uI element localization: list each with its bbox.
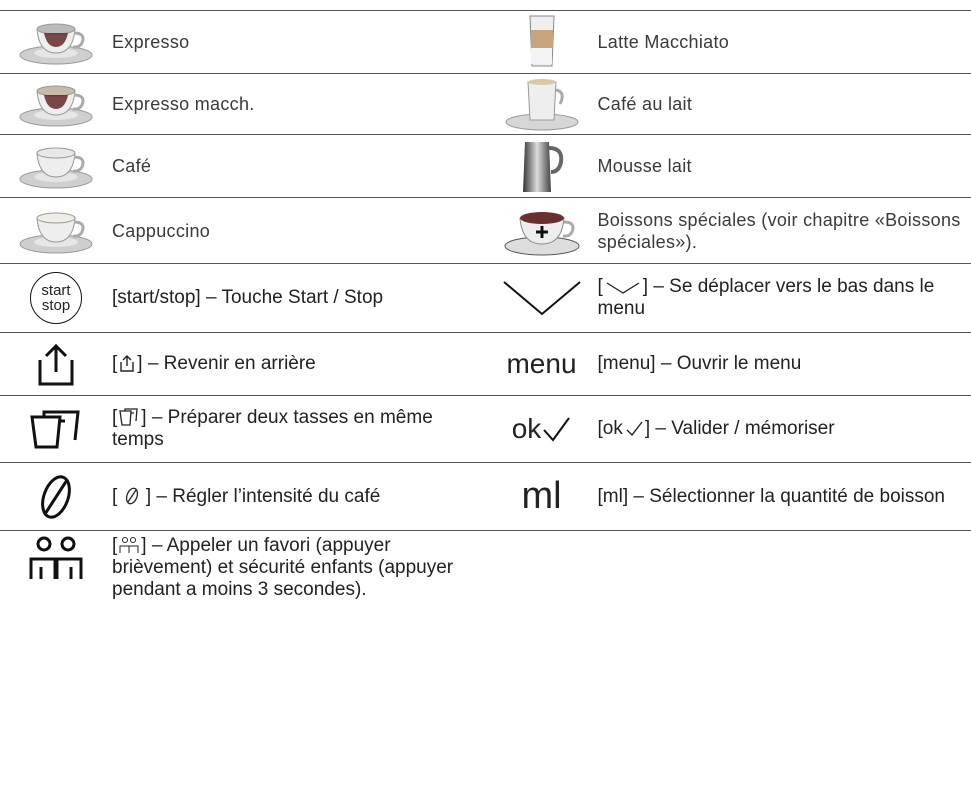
description: [menu] – Ouvrir le menu <box>598 353 808 375</box>
description: Expresso <box>112 31 195 53</box>
icon: menu <box>486 348 598 380</box>
description: [] – Se déplacer vers le bas dans le men… <box>598 276 971 320</box>
table-row: [] – Appeler un favori (appuyer brièveme… <box>0 530 971 793</box>
table-row: Expresso macch. Café au lait <box>0 73 971 134</box>
icon: ok <box>486 413 598 445</box>
description: [ ] – Régler l’intensité du café <box>112 486 386 508</box>
icon <box>0 79 112 129</box>
description-text: [start/stop] – Touche Start / Stop <box>112 287 384 308</box>
description-text: [ok <box>597 418 623 439</box>
description-text: ] – Se déplacer vers le bas dans le menu <box>597 276 935 319</box>
description-text: Café au lait <box>597 94 693 114</box>
table-row: Expresso Latte Macchiato <box>0 10 971 73</box>
description-text: Café <box>112 156 152 176</box>
icon <box>0 206 112 256</box>
cell: Expresso macch. <box>0 74 486 134</box>
icon: start stop <box>0 272 112 324</box>
icon <box>0 17 112 67</box>
description: [ ] – Revenir en arrière <box>112 353 322 375</box>
description-text: ] – Appeler un favori (appuyer brièvemen… <box>112 535 454 600</box>
icon: ml <box>486 475 598 518</box>
description-text: ] – Revenir en arrière <box>137 353 316 374</box>
icon <box>486 138 598 194</box>
table-row: Café Mousse lait <box>0 134 971 197</box>
description-text: ] – Valider / mémoriser <box>644 418 835 439</box>
icon-label: ml <box>521 475 562 517</box>
legend-table: Expresso Latte Macchiato Expresso macch. Ca… <box>0 10 971 793</box>
cell: [] – Préparer deux tasses en même temps <box>0 396 486 462</box>
description: Mousse lait <box>598 155 698 177</box>
cell: Cappuccino <box>0 198 486 263</box>
description-text: [ml] – Sélectionner la quantité de boiss… <box>597 485 946 507</box>
table-row: [ ] – Revenir en arrière menu [menu] – Ouvr… <box>0 332 971 395</box>
table-row: [] – Préparer deux tasses en même temps o… <box>0 395 971 462</box>
icon <box>486 14 598 70</box>
description-text: Expresso <box>112 32 190 52</box>
description-text: Mousse lait <box>597 156 692 176</box>
icon <box>486 278 598 318</box>
cell: Expresso <box>0 11 486 73</box>
cell: menu [menu] – Ouvrir le menu <box>486 333 971 395</box>
description: Boissons spéciales (voir chapitre «Boiss… <box>598 209 971 253</box>
table-row: [ ] – Régler l’intensité du café ml [ml] –… <box>0 462 971 530</box>
description: Cappuccino <box>112 220 216 242</box>
cell: [ ] – Régler l’intensité du café <box>0 463 486 530</box>
description-text: [ <box>112 353 118 374</box>
description-text: [ <box>597 276 603 297</box>
description-text: Latte Macchiato <box>597 32 730 52</box>
description: Latte Macchiato <box>598 31 736 53</box>
cell <box>486 531 971 793</box>
icon <box>0 342 112 386</box>
cell: Café <box>0 135 486 197</box>
description: Café <box>112 155 157 177</box>
icon <box>486 76 598 132</box>
description: [] – Préparer deux tasses en même temps <box>112 407 486 451</box>
description: [ml] – Sélectionner la quantité de boiss… <box>598 486 952 508</box>
description: [] – Appeler un favori (appuyer brièveme… <box>112 535 486 601</box>
icon <box>0 474 112 520</box>
cell: [ ] – Revenir en arrière <box>0 333 486 395</box>
table-row: start stop [start/stop] – Touche Start / S… <box>0 263 971 332</box>
cell: ok [ok ] – Valider / mémoriser <box>486 396 971 462</box>
description-text: Expresso macch. <box>112 94 255 114</box>
icon <box>0 409 112 449</box>
description-text: ] – Régler l’intensité du café <box>140 485 381 507</box>
cell: Café au lait <box>486 74 971 134</box>
cell: start stop [start/stop] – Touche Start / S… <box>0 264 486 332</box>
cell: Mousse lait <box>486 135 971 197</box>
description-text: [ <box>112 535 118 556</box>
icon <box>0 141 112 191</box>
cell: [] – Appeler un favori (appuyer brièveme… <box>0 531 486 793</box>
description-text: [ <box>112 485 123 507</box>
description: [start/stop] – Touche Start / Stop <box>112 287 389 309</box>
cell: Latte Macchiato <box>486 11 971 73</box>
description-text: [ <box>112 407 118 428</box>
icon <box>0 535 112 581</box>
icon-label: ok <box>511 413 542 444</box>
description-text: Boissons spéciales (voir chapitre «Boiss… <box>597 209 961 252</box>
icon-label: menu <box>506 348 577 379</box>
description-text: ] – Préparer deux tasses en même temps <box>112 407 433 450</box>
description: [ok ] – Valider / mémoriser <box>598 418 841 440</box>
icon <box>486 204 598 258</box>
icon-label: start <box>41 282 71 299</box>
description-text: Cappuccino <box>112 220 211 241</box>
cell: [] – Se déplacer vers le bas dans le men… <box>486 264 971 332</box>
description: Café au lait <box>598 93 699 115</box>
description-text: [menu] – Ouvrir le menu <box>597 353 802 374</box>
start-stop-button: start stop <box>30 272 82 324</box>
table-row: Cappuccino Boissons spéciales (voir chapi… <box>0 197 971 263</box>
icon-label: stop <box>41 297 71 314</box>
cell: ml [ml] – Sélectionner la quantité de boi… <box>486 463 971 530</box>
cell: Boissons spéciales (voir chapitre «Boiss… <box>486 198 971 263</box>
description: Expresso macch. <box>112 93 261 115</box>
